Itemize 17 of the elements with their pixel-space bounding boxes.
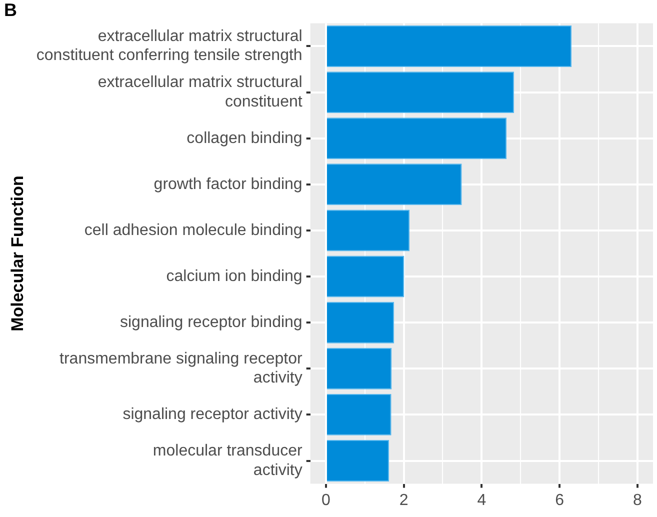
y-tick-label: cell adhesion molecule binding: [84, 222, 302, 239]
y-tick-label: extracellular matrix structural constituent: [98, 74, 303, 110]
y-tick-label: growth factor binding: [154, 176, 302, 193]
text: B: [4, 0, 17, 20]
y-tick-label: molecular transducer activity: [152, 442, 303, 479]
y-tick-label: collagen binding: [186, 130, 302, 147]
y-tick-label: extracellular matrix structural constituent conferring tensile strength: [36, 28, 302, 64]
y-tick-label: transmembrane signaling receptor activity: [60, 350, 303, 387]
x-tick-label: 0: [321, 492, 330, 509]
y-tick-label: signaling receptor binding: [120, 314, 302, 331]
x-tick-label: 2: [399, 492, 408, 509]
x-tick-label: 8: [632, 492, 642, 509]
y-axis-title: Molecular Function: [8, 176, 27, 332]
x-tick-label: 6: [555, 492, 564, 509]
y-tick-label: calcium ion binding: [166, 268, 302, 285]
x-tick-label: 4: [477, 492, 486, 509]
y-tick-label: signaling receptor activity: [122, 406, 302, 424]
